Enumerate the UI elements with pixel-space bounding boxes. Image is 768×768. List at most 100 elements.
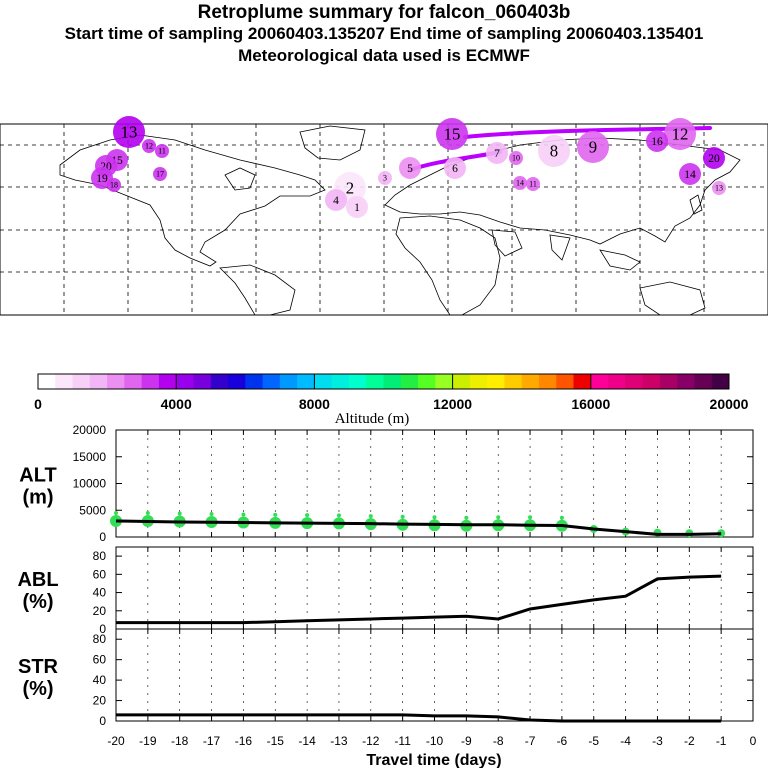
y-tick-label: 15000 [73, 450, 107, 464]
alt-median-line [115, 519, 722, 536]
hudson-bay [224, 167, 256, 191]
alt-point-upper [305, 513, 310, 518]
colorbar-segment [89, 374, 108, 389]
plume-cluster [679, 163, 701, 185]
x-tick-label: -8 [493, 734, 504, 748]
plume-cluster [703, 147, 725, 169]
colorbar-segment [176, 374, 194, 389]
met-data-note: Meteorological data used is ECMWF [238, 46, 530, 65]
colorbar-segment [158, 374, 177, 389]
colorbar-segment [141, 374, 160, 389]
plume-label: 18 [110, 180, 118, 189]
colorbar-segment [590, 374, 609, 389]
japan-coast [689, 194, 703, 215]
plume-label: 14 [684, 169, 696, 181]
plume-label: 6 [452, 163, 458, 175]
y-tick-label: 60 [93, 567, 107, 581]
str-label: STR [18, 656, 59, 678]
plume-label: 10 [512, 153, 520, 162]
plume-label: 20 [708, 153, 720, 165]
plume-cluster [142, 139, 156, 153]
plume-cluster [664, 118, 696, 150]
south-america-coast [219, 264, 296, 316]
plume-cluster [399, 157, 421, 179]
colorbar-segment [538, 374, 557, 389]
plume-cluster [577, 131, 609, 163]
plume-cluster [113, 116, 145, 148]
colorbar-segment [573, 374, 592, 389]
australia-coast [639, 281, 706, 316]
north-america-coast [59, 134, 326, 267]
plume-label: 15 [111, 155, 123, 167]
colorbar-segment [469, 374, 488, 389]
alt-point-upper [241, 512, 246, 517]
arabia-coast [491, 229, 523, 257]
plume-label: 15 [444, 125, 461, 144]
str-frame [115, 628, 754, 722]
alt-point-upper [273, 512, 278, 517]
alt-point-upper [496, 515, 501, 520]
plume-cluster [107, 178, 121, 192]
southeast-asia-coast [599, 249, 641, 271]
colorbar-segment [55, 374, 74, 389]
plume-cluster [486, 142, 508, 164]
abl-panel: 80 60 40 20 0 ABL(%) [17, 546, 754, 636]
colorbar-frame [37, 373, 730, 390]
plume-label: 16 [651, 136, 663, 148]
colorbar-tick-label: 4000 [161, 396, 192, 412]
plume-cluster [325, 189, 347, 211]
x-tick-label: -18 [171, 734, 189, 748]
colorbar-segment [331, 374, 350, 389]
x-tick-label: -6 [557, 734, 568, 748]
str-panel: 80 60 40 20 0 STR(%) [18, 628, 754, 728]
colorbar-segment [314, 374, 333, 389]
plume-label: 3 [383, 173, 387, 182]
y-tick-label: 20000 [73, 423, 107, 437]
colorbar-segment [435, 374, 454, 389]
x-tick-label: -2 [684, 734, 695, 748]
y-tick-label: 20 [93, 604, 107, 618]
x-tick-label: -1 [716, 734, 727, 748]
x-tick-label: -10 [426, 734, 444, 748]
x-tick-label: -12 [362, 734, 380, 748]
str-unit: (%) [22, 678, 53, 700]
colorbar-segment [642, 374, 661, 389]
y-tick-label: 0 [99, 714, 106, 728]
colorbar-tick-label: 20000 [710, 396, 749, 412]
alt-unit: (m) [22, 487, 53, 509]
alt-panel: 20000 15000 10000 5000 0 ALT(m) [19, 423, 754, 544]
plume-label: 19 [96, 173, 108, 185]
alt-point-upper [336, 513, 341, 518]
y-tick-label: 5000 [79, 503, 106, 517]
x-tick-label: -13 [330, 734, 348, 748]
colorbar-segment [383, 374, 402, 389]
time-series-panels: 20000150001000050000ALT(m)806040200ABL(%… [17, 423, 756, 748]
plume-label: 1 [354, 202, 360, 214]
plume-cluster [538, 135, 570, 167]
colorbar-segment [124, 374, 143, 389]
plume-label: 11 [158, 146, 166, 155]
colorbar-segment [107, 374, 125, 389]
y-tick-label: 20 [93, 694, 107, 708]
colorbar-segment [521, 374, 540, 389]
alt-point-upper [145, 510, 150, 515]
y-tick-label: 40 [93, 586, 107, 600]
x-tick-label: -17 [203, 734, 221, 748]
colorbar-segment [400, 374, 419, 389]
x-tick-label: -4 [620, 734, 631, 748]
abl-label: ABL [17, 569, 58, 591]
alt-point-upper [177, 511, 182, 516]
abl-line [116, 574, 722, 625]
plume-label: 7 [494, 148, 500, 160]
colorbar-segment [487, 374, 505, 389]
x-axis-label: Travel time (days) [366, 752, 501, 768]
plume-label: 13 [121, 123, 138, 142]
plume-label: 8 [550, 142, 558, 161]
india-coast [549, 234, 571, 261]
y-tick-label: 80 [93, 549, 107, 563]
colorbar-segment [72, 374, 91, 389]
colorbar-segment [210, 374, 229, 389]
colorbar-tick-label: 0 [34, 396, 42, 412]
colorbar-tick-label: 12000 [433, 396, 472, 412]
